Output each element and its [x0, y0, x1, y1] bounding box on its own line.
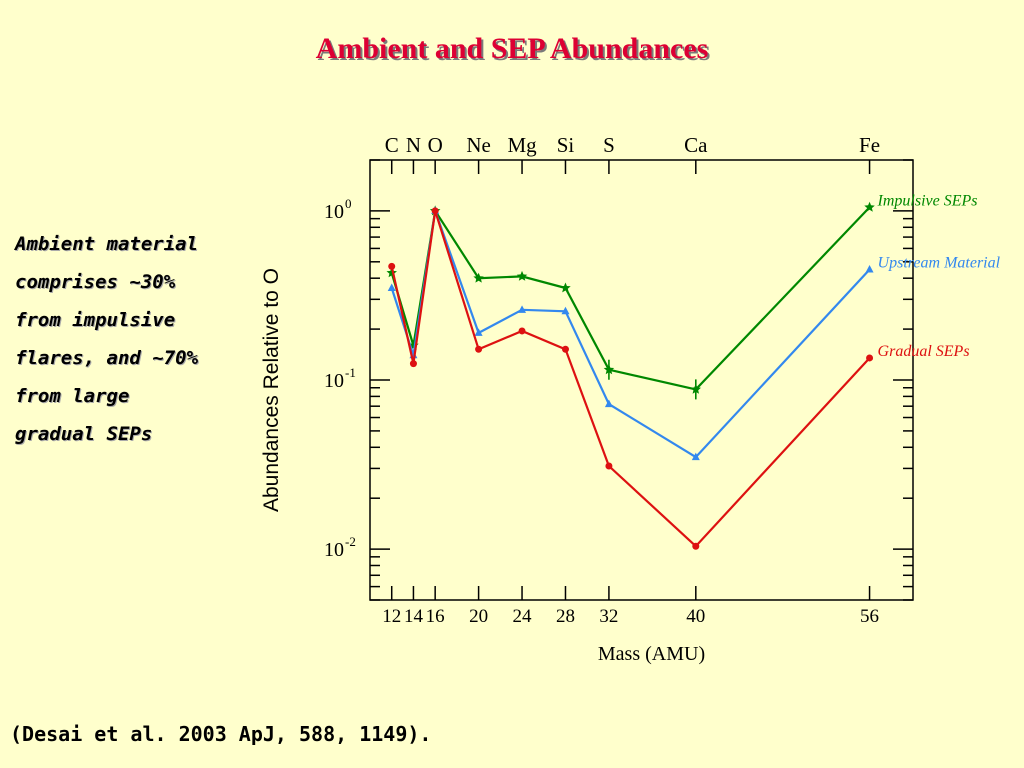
data-point: [561, 345, 569, 353]
y-axis-title: Abundances Relative to O: [260, 268, 283, 512]
x-tick-label: 32: [599, 606, 618, 627]
slide-title: Ambient and SEP Abundances: [315, 32, 709, 65]
data-point: [691, 452, 700, 461]
y-tick-exponent: 0: [345, 196, 352, 211]
data-point: [431, 207, 439, 215]
series-label-impulsive-seps: Impulsive SEPs: [877, 192, 978, 209]
data-point: [692, 542, 700, 550]
series-label-gradual-seps: Gradual SEPs: [878, 343, 970, 360]
data-point: [387, 283, 396, 291]
data-point: [864, 201, 875, 212]
series-gradual-seps: [388, 207, 874, 550]
x-tick-label: 16: [426, 606, 445, 627]
element-label-ca: Ca: [684, 133, 708, 157]
citation: (Desai et al. 2003 ApJ, 588, 1149).: [10, 722, 432, 746]
element-label-s: S: [603, 133, 615, 157]
side-note: Ambient material comprises ~30% from imp…: [15, 225, 245, 453]
side-note-line: gradual SEPs: [15, 423, 153, 445]
data-point: [475, 345, 483, 353]
data-point: [561, 306, 570, 315]
y-tick-label: 10: [324, 201, 344, 223]
element-label-si: Si: [557, 133, 575, 157]
side-note-line: Ambient material: [15, 233, 199, 255]
x-tick-label: 24: [513, 606, 533, 627]
y-tick-exponent: -2: [345, 534, 356, 549]
side-note-line: comprises ~30%: [15, 271, 176, 293]
series-layer: [386, 201, 875, 550]
data-point: [474, 328, 483, 336]
side-note-line: from large: [15, 385, 130, 407]
element-label-fe: Fe: [859, 133, 880, 157]
data-point: [605, 462, 613, 470]
data-point: [866, 354, 874, 362]
data-point: [409, 360, 417, 368]
x-tick-label: 28: [556, 606, 575, 627]
element-label-mg: Mg: [507, 133, 537, 157]
y-tick-label: 10: [324, 370, 344, 392]
series-label-upstream-material: Upstream Material: [878, 255, 1001, 272]
x-axis-title: Mass (AMU): [598, 643, 705, 665]
x-tick-label: 14: [404, 606, 424, 627]
x-tick-label: 40: [686, 606, 705, 627]
plot-frame: [369, 159, 914, 601]
data-point: [516, 270, 528, 281]
x-tick-label: 12: [382, 606, 401, 627]
series-line-upstream-material: [390, 210, 871, 459]
data-point: [604, 399, 613, 408]
series-upstream-material: [387, 206, 874, 461]
data-point: [388, 262, 396, 270]
data-point: [473, 272, 484, 283]
y-tick-label: 10: [324, 539, 344, 561]
side-note-line: from impulsive: [15, 309, 176, 331]
series-impulsive-seps: [386, 201, 875, 394]
data-point: [518, 327, 526, 335]
element-label-n: N: [406, 133, 421, 157]
element-label-o: O: [428, 133, 443, 157]
data-point: [865, 265, 874, 273]
x-tick-label: 20: [469, 606, 488, 627]
data-point: [560, 282, 571, 293]
side-note-line: flares, and ~70%: [15, 347, 199, 369]
series-line-gradual-seps: [390, 210, 871, 548]
element-label-ne: Ne: [466, 133, 491, 157]
axis-ticks: [370, 159, 913, 601]
x-tick-label: 56: [860, 606, 879, 627]
element-label-c: C: [385, 133, 399, 157]
data-point: [518, 305, 527, 313]
y-tick-exponent: -1: [345, 365, 356, 380]
